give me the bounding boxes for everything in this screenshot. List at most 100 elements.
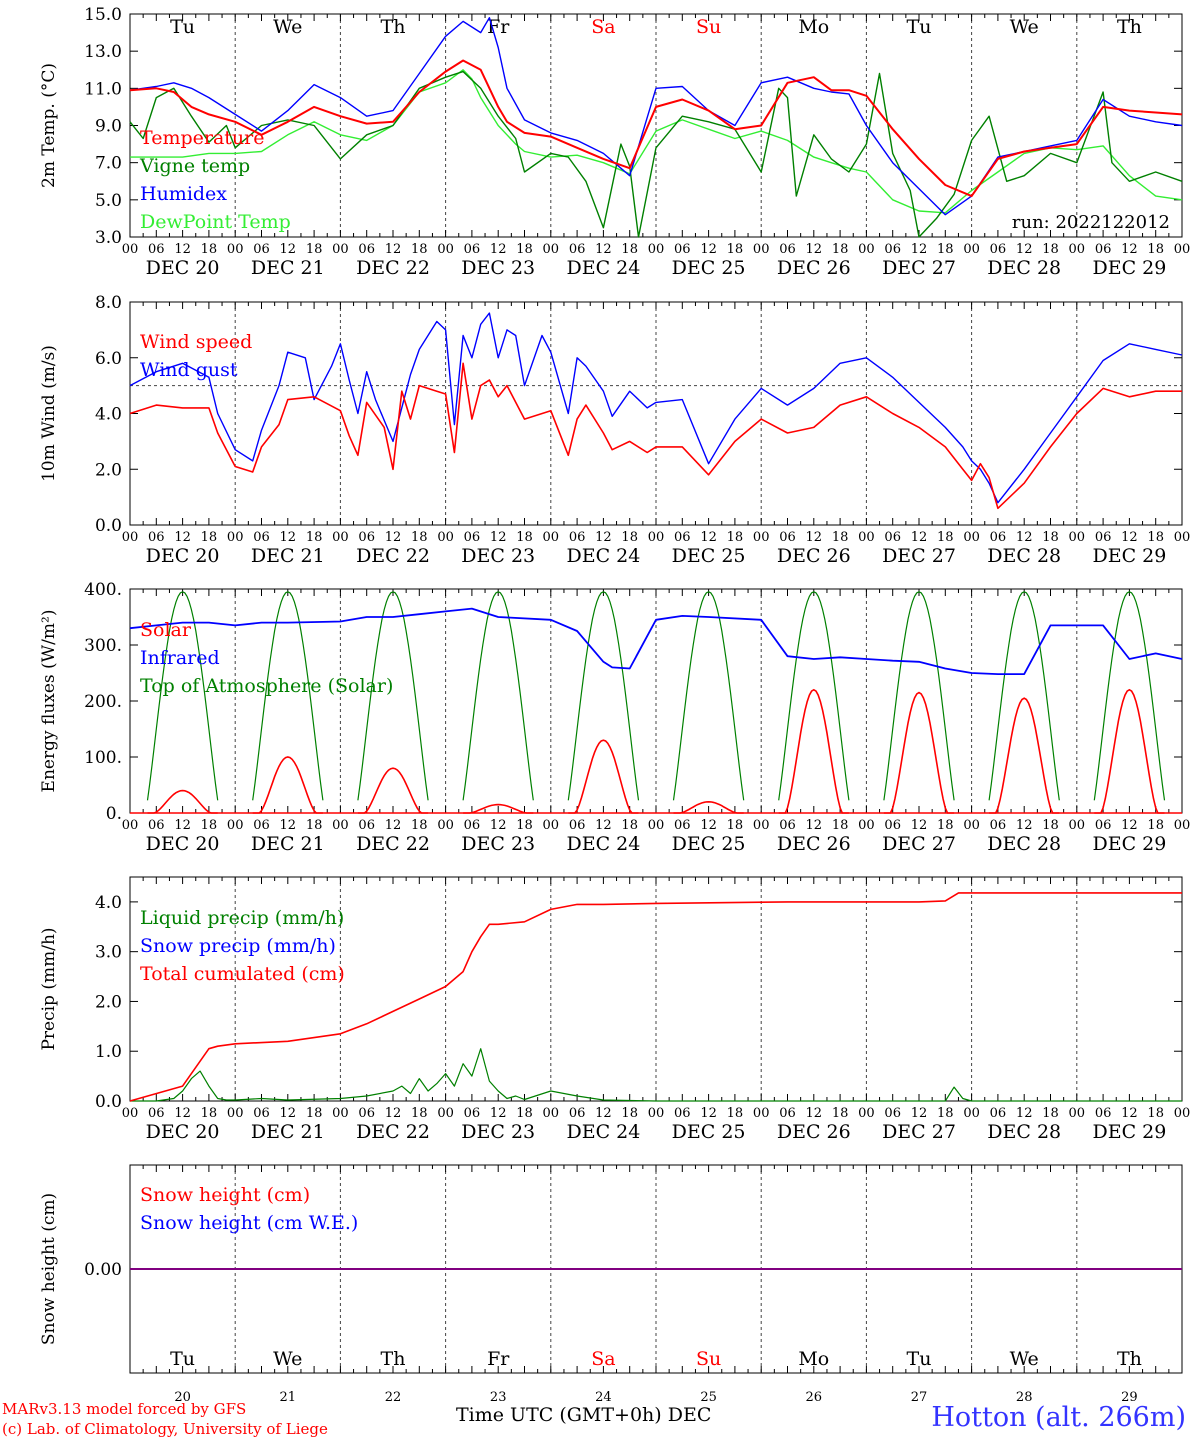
panel-1-hour-label: 18 <box>306 530 323 545</box>
panel-0-hour-label: 12 <box>174 242 191 257</box>
panel-1-date-label: DEC 23 <box>461 545 535 567</box>
panel-3-hour-label: 00 <box>227 1106 244 1121</box>
panel-3-date-label: DEC 20 <box>146 1121 220 1143</box>
panel-2-date-label: DEC 23 <box>461 833 535 855</box>
model-credit: MARv3.13 model forced by GFS <box>2 1400 247 1418</box>
panel-0-hour-label: 00 <box>1174 242 1191 257</box>
panel-2-date-label: DEC 27 <box>882 833 956 855</box>
panel-0-hour-label: 18 <box>306 242 323 257</box>
x-axis-title: Time UTC (GMT+0h) DEC <box>456 1404 712 1426</box>
panel-2-ylabel: Energy fluxes (W/m²) <box>39 610 59 793</box>
panel-4-legend-snow-height-cm-w-e: Snow height (cm W.E.) <box>140 1212 358 1234</box>
panel-3-hour-label: 00 <box>753 1106 770 1121</box>
panel-1-hour-label: 00 <box>437 530 454 545</box>
panel-1-hour-label: 00 <box>543 530 560 545</box>
panel-0-hour-label: 00 <box>648 242 665 257</box>
panel-0-legend-humidex: Humidex <box>140 183 227 205</box>
panel-1-hour-label: 06 <box>1095 530 1112 545</box>
panel-2-hour-label: 06 <box>884 818 901 833</box>
panel-1-hour-label: 00 <box>1069 530 1086 545</box>
temp-series-temperature <box>129 59 1183 198</box>
panel-1-hour-label: 06 <box>674 530 691 545</box>
panel-2-date-label: DEC 20 <box>146 833 220 855</box>
panel-4-ytick-label: 0.00 <box>84 1260 122 1280</box>
panel-3-date-label: DEC 27 <box>882 1121 956 1143</box>
panel-0-hour-label: 12 <box>806 242 823 257</box>
panel-3-date-label: DEC 28 <box>987 1121 1061 1143</box>
panel-2-date-label: DEC 24 <box>566 833 640 855</box>
panel-0-frame <box>129 13 1183 238</box>
panel-3-hour-label: 12 <box>1121 1106 1138 1121</box>
panel-3-hour-label: 18 <box>937 1106 954 1121</box>
panel-1-hour-label: 18 <box>621 530 638 545</box>
liquid-precip-line <box>130 1048 1182 1102</box>
panel-2-hour-label: 00 <box>227 818 244 833</box>
panel-3-hour-label: 12 <box>595 1106 612 1121</box>
panel-0-hour-label: 18 <box>937 242 954 257</box>
panel-0-hour-label: 00 <box>227 242 244 257</box>
day-number-label: 24 <box>595 1390 612 1405</box>
panel-3-hour-label: 00 <box>1069 1106 1086 1121</box>
panel-3-hour-label: 06 <box>569 1106 586 1121</box>
panel-4-ylabel: Snow height (cm) <box>39 1193 59 1345</box>
panel-3-hour-label: 12 <box>174 1106 191 1121</box>
wind-speed-line <box>129 362 1182 510</box>
panel-1-hour-label: 18 <box>516 530 533 545</box>
panel-3-ytick-label: 2.0 <box>95 992 122 1012</box>
panel-2-hour-label: 18 <box>832 818 849 833</box>
panel-1-hour-label: 06 <box>779 530 796 545</box>
panel-0-hour-label: 06 <box>569 242 586 257</box>
panel-1-hour-label: 00 <box>753 530 770 545</box>
panel-2-date-label: DEC 29 <box>1092 833 1166 855</box>
day-number-label: 20 <box>174 1390 191 1405</box>
panel-2-hour-label: 12 <box>174 818 191 833</box>
panel-1-hour-label: 00 <box>1174 530 1191 545</box>
panel-1-date-label: DEC 24 <box>566 545 640 567</box>
panel-1-hour-label: 00 <box>648 530 665 545</box>
panel-1-hour-label: 06 <box>358 530 375 545</box>
solar-curve <box>778 688 849 814</box>
panel-2-legend-top-of-atmosphere-solar: Top of Atmosphere (Solar) <box>140 675 393 697</box>
panel-1-hour-label: 18 <box>1042 530 1059 545</box>
panel-2-hour-label: 06 <box>990 818 1007 833</box>
top-day-label: Su <box>696 16 721 38</box>
panel-3-hour-label: 06 <box>1095 1106 1112 1121</box>
toa-solar-curve <box>1093 591 1166 801</box>
panel-3-date-label: DEC 24 <box>566 1121 640 1143</box>
panel-1-hour-label: 00 <box>122 530 139 545</box>
panel-3-hour-label: 18 <box>621 1106 638 1121</box>
panel-0-hour-label: 00 <box>332 242 349 257</box>
panel-2-hour-label: 06 <box>148 818 165 833</box>
panel-0-ytick-label: 3.0 <box>95 228 122 248</box>
panel-0-hour-label: 18 <box>727 242 744 257</box>
solar-curve <box>568 739 639 814</box>
toa-solar-curve <box>567 591 640 801</box>
panel-0-hour-label: 00 <box>753 242 770 257</box>
panel-2-hour-label: 06 <box>1095 818 1112 833</box>
panel-0-ytick-label: 7.0 <box>95 154 122 174</box>
panel-1-hour-label: 06 <box>148 530 165 545</box>
panel-3-hour-label: 00 <box>437 1106 454 1121</box>
panel-2-hour-label: 18 <box>1147 818 1164 833</box>
panel-2-hour-label: 12 <box>700 818 717 833</box>
panel-1-hour-label: 12 <box>174 530 191 545</box>
panel-0-hour-label: 18 <box>516 242 533 257</box>
panel-0-hour-label: 18 <box>621 242 638 257</box>
panel-3-hour-label: 12 <box>490 1106 507 1121</box>
panel-0-hour-label: 06 <box>464 242 481 257</box>
panel-1-legend-wind-speed: Wind speed <box>140 331 252 353</box>
panel-3-hour-label: 06 <box>464 1106 481 1121</box>
panel-1-date-label: DEC 25 <box>672 545 746 567</box>
bottom-day-label: Tu <box>907 1348 932 1370</box>
panel-3-hour-label: 06 <box>884 1106 901 1121</box>
panel-2-hour-label: 18 <box>306 818 323 833</box>
panel-0-hour-label: 12 <box>490 242 507 257</box>
day-number-label: 23 <box>490 1390 507 1405</box>
top-day-label: Fr <box>487 16 510 38</box>
run-label: run: 2022122012 <box>1012 212 1170 233</box>
panel-2-hour-label: 18 <box>727 818 744 833</box>
panel-3-hour-label: 06 <box>358 1106 375 1121</box>
panel-1-hour-label: 00 <box>332 530 349 545</box>
panel-1-hour-label: 06 <box>253 530 270 545</box>
panel-3-date-label: DEC 21 <box>251 1121 325 1143</box>
